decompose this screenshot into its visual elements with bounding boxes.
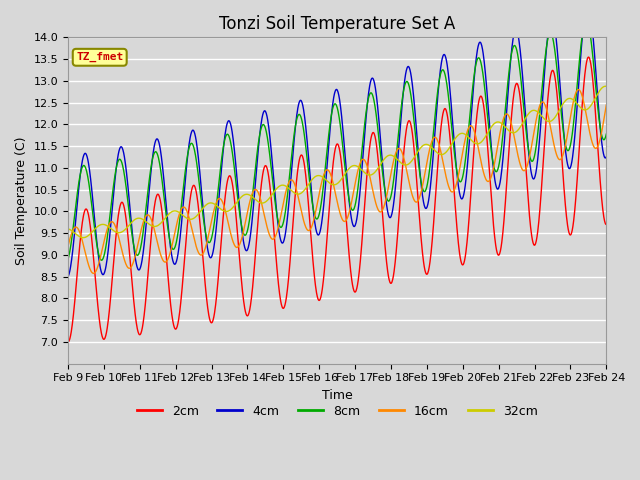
8cm (128, 231, 136, 237)
4cm (371, 80, 378, 85)
X-axis label: Time: Time (322, 389, 353, 402)
16cm (575, 87, 582, 93)
2cm (584, 54, 592, 60)
32cm (371, 169, 378, 175)
4cm (314, 231, 321, 237)
4cm (106, 233, 113, 239)
16cm (602, 102, 610, 108)
16cm (64, 243, 72, 249)
8cm (97, 257, 105, 263)
8cm (64, 256, 72, 262)
4cm (128, 223, 136, 228)
16cm (314, 199, 321, 205)
32cm (314, 173, 321, 179)
8cm (106, 212, 114, 218)
16cm (90, 271, 97, 276)
2cm (304, 191, 312, 197)
Text: TZ_fmet: TZ_fmet (76, 52, 124, 62)
Line: 2cm: 2cm (68, 57, 606, 342)
32cm (128, 219, 136, 225)
8cm (304, 163, 312, 169)
32cm (602, 84, 609, 89)
2cm (64, 339, 72, 345)
8cm (293, 116, 301, 122)
Line: 32cm: 32cm (68, 86, 606, 238)
2cm (106, 304, 113, 310)
16cm (371, 196, 378, 202)
8cm (582, 17, 590, 23)
Y-axis label: Soil Temperature (C): Soil Temperature (C) (15, 136, 28, 265)
32cm (602, 84, 610, 89)
32cm (304, 182, 312, 188)
8cm (371, 102, 378, 108)
Line: 8cm: 8cm (68, 20, 606, 260)
2cm (602, 222, 610, 228)
4cm (292, 115, 300, 121)
32cm (79, 235, 87, 240)
4cm (602, 154, 610, 160)
Legend: 2cm, 4cm, 8cm, 16cm, 32cm: 2cm, 4cm, 8cm, 16cm, 32cm (132, 400, 543, 423)
16cm (293, 188, 301, 194)
32cm (293, 191, 301, 197)
2cm (314, 293, 321, 299)
2cm (371, 131, 378, 137)
32cm (106, 225, 114, 231)
16cm (128, 263, 136, 269)
16cm (304, 228, 312, 233)
2cm (128, 274, 136, 280)
16cm (106, 220, 114, 226)
4cm (584, 1, 591, 7)
8cm (602, 131, 610, 137)
Title: Tonzi Soil Temperature Set A: Tonzi Soil Temperature Set A (219, 15, 455, 33)
4cm (304, 143, 312, 148)
2cm (292, 179, 300, 185)
8cm (314, 216, 321, 221)
32cm (64, 226, 72, 232)
Line: 16cm: 16cm (68, 90, 606, 274)
4cm (64, 274, 72, 279)
Line: 4cm: 4cm (68, 4, 606, 276)
